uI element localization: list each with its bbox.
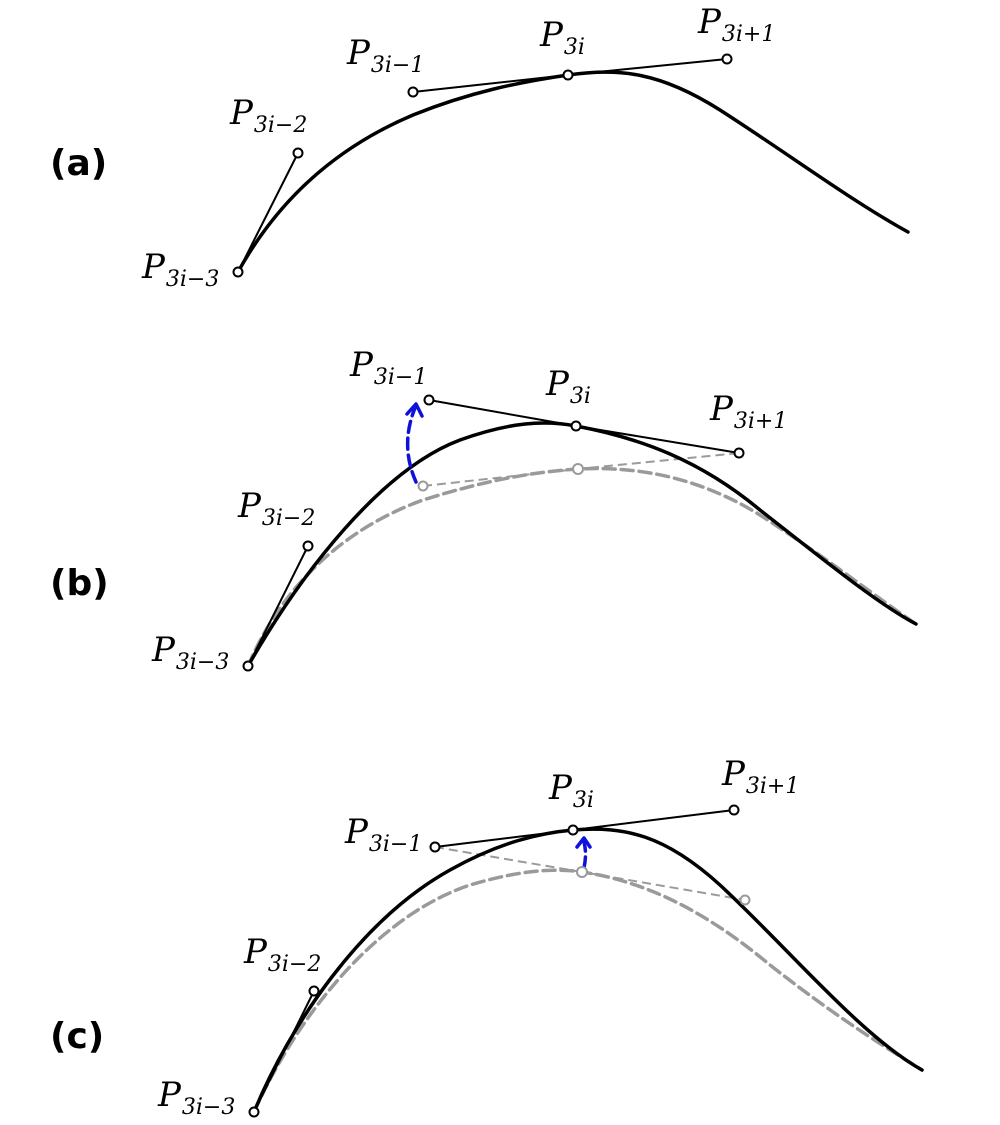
panel-label-c: (c) [50,1016,104,1057]
move-arrow-head [405,402,424,418]
move-arrow [582,840,588,870]
control-point-p3i-1 [429,841,441,853]
move-arrow-head [575,836,592,849]
move-arrow [405,406,418,484]
point-label-p3i-2: P3i−2 [237,486,315,531]
control-point-p3i [562,69,574,81]
point-label-p3i-2: P3i−2 [243,932,321,977]
panel-label-a: (a) [50,143,107,184]
control-point-p3i-2 [302,540,314,552]
ghost-control-polygon [434,846,746,901]
control-point-p3i [570,420,582,432]
control-point-p3i-3 [232,266,244,278]
panel-a: (a) P3i−3 P3i−2 P3i−1 P3i P3i+1 [50,2,910,292]
point-label-p3i-1: P3i−1 [344,812,422,857]
control-point-p3i+1 [733,447,745,459]
control-point-p3i-1 [407,86,419,98]
control-point-p3i+1 [721,53,733,65]
point-label-p3i-3: P3i−3 [141,247,219,292]
point-label-p3i-3: P3i−3 [157,1075,235,1120]
panel-label-b: (b) [50,563,109,604]
point-label-p3i: P3i [548,768,594,813]
bezier-curve [236,70,910,274]
control-point-p3i-2 [308,985,320,997]
point-label-p3i-1: P3i−1 [346,33,424,78]
ghost-bezier-curve [246,466,918,668]
control-point-p3i-2 [292,147,304,159]
control-point-p3i+1 [728,804,740,816]
point-label-p3i-2: P3i−2 [229,93,307,138]
ghost-control-point-p3i [572,463,584,475]
bezier-curve [246,421,918,668]
ghost-bezier-curve [252,868,924,1114]
panel-c: (c) P3i−3 P3i−2 P3i−1 P3i P3i+1 [50,754,924,1120]
ghost-control-point-p3i [576,866,588,878]
ghost-control-point-p3i+1 [739,894,751,906]
point-label-p3i+1: P3i+1 [709,389,787,434]
point-label-p3i: P3i [539,15,585,60]
control-point-p3i [567,824,579,836]
point-label-p3i: P3i [545,364,591,409]
point-label-p3i-3: P3i−3 [151,630,229,675]
point-label-p3i-1: P3i−1 [349,345,427,390]
point-label-p3i+1: P3i+1 [721,754,799,799]
control-point-p3i-3 [242,660,254,672]
ghost-control-point-p3i-1 [417,480,429,492]
panel-b: (b) P3i−3 P3i−2 P3i−1 P3i P3i+1 [50,345,918,675]
control-point-p3i-1 [423,394,435,406]
point-label-p3i+1: P3i+1 [697,2,775,47]
control-point-p3i-3 [248,1106,260,1118]
